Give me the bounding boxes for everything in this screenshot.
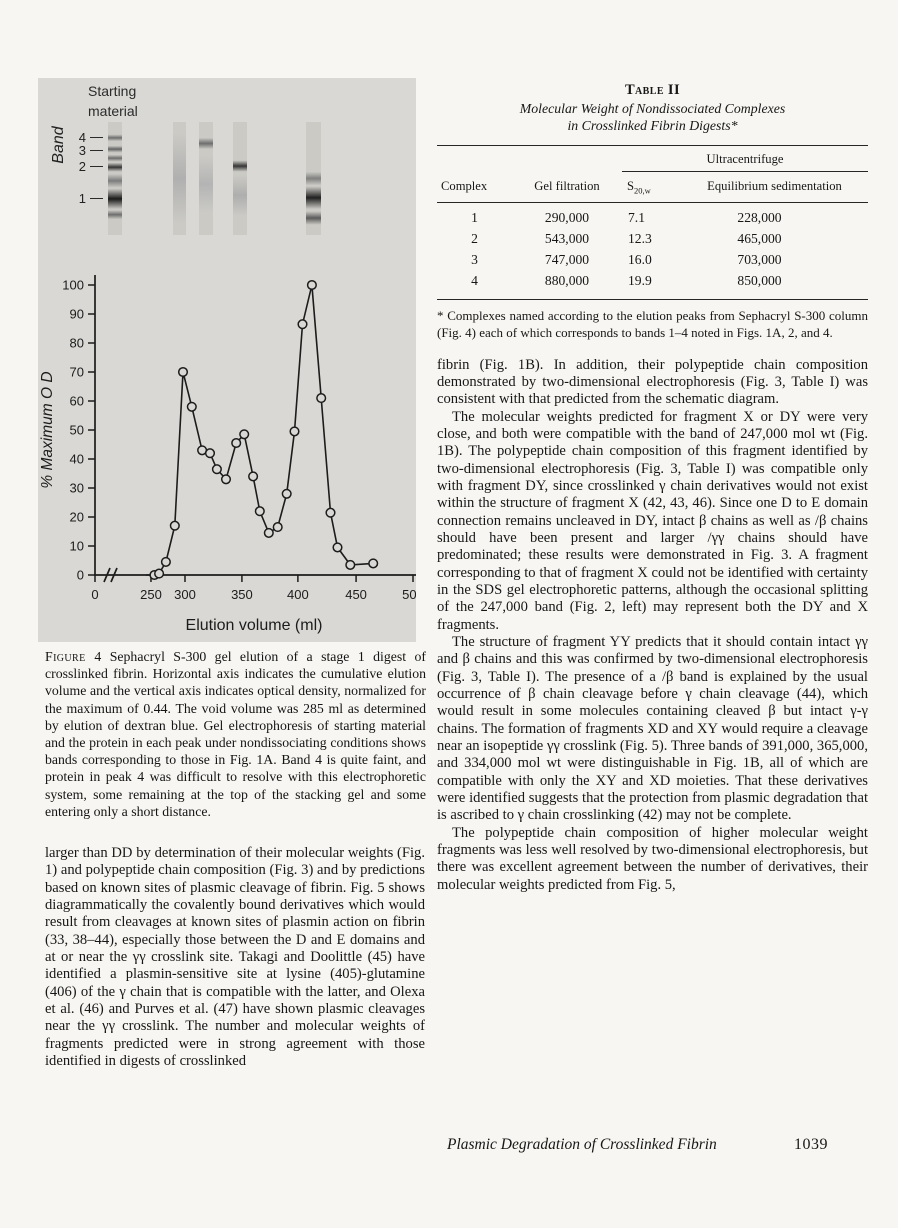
table-row: 1 290,000 7.1 228,000	[437, 208, 868, 229]
svg-text:% Maximum O D: % Maximum O D	[39, 371, 56, 488]
table-row: 2 543,000 12.3 465,000	[437, 229, 868, 250]
cell-complex: 1	[471, 210, 478, 226]
svg-text:100: 100	[62, 278, 84, 293]
table-bottom-rule	[437, 298, 868, 300]
table-row: 3 747,000 16.0 703,000	[437, 250, 868, 271]
cell-complex: 3	[471, 252, 478, 268]
lane-starting-material	[108, 122, 122, 235]
left-column-paragraph: larger than DD by determination of their…	[45, 845, 425, 1070]
band-marker-1: 1	[69, 191, 103, 206]
svg-text:0: 0	[77, 568, 84, 583]
svg-text:20: 20	[70, 510, 84, 525]
svg-text:300: 300	[174, 587, 196, 602]
col-header-complex: Complex	[441, 179, 488, 193]
svg-text:70: 70	[70, 365, 84, 380]
col-header-gel-filtration: Gel filtration	[534, 179, 600, 193]
table-title-line1: Molecular Weight of Nondissociated Compl…	[519, 101, 786, 116]
cell-gel-filtration: 880,000	[544, 273, 590, 289]
lane-peak-3	[199, 122, 213, 235]
cell-equilibrium: 703,000	[737, 252, 782, 268]
svg-text:10: 10	[70, 539, 84, 554]
right-column: Table II Molecular Weight of Nondissocia…	[437, 82, 868, 894]
table-body: 1 290,000 7.1 228,000 2 543,000 12.3 465…	[437, 203, 868, 299]
figure-caption-label: Figure 4	[45, 649, 102, 664]
band-marker-2: 2	[69, 159, 103, 174]
svg-text:Elution volume (ml): Elution volume (ml)	[186, 617, 323, 634]
cell-equilibrium: 850,000	[737, 273, 782, 289]
cell-equilibrium: 228,000	[737, 210, 782, 226]
cell-s20w: 12.3	[628, 231, 652, 247]
cell-complex: 2	[471, 231, 478, 247]
lane-peak-4	[173, 122, 186, 235]
running-title: Plasmic Degradation of Crosslinked Fibri…	[447, 1136, 717, 1153]
col-header-s20w: S20,w	[627, 179, 651, 196]
lane-peak-2	[233, 122, 247, 235]
svg-text:250: 250	[140, 587, 162, 602]
table-header-row: Complex Gel filtration S20,w Equilibrium…	[437, 172, 868, 202]
svg-text:30: 30	[70, 481, 84, 496]
svg-text:60: 60	[70, 394, 84, 409]
svg-text:450: 450	[345, 587, 367, 602]
table-2: Ultracentrifuge Complex Gel filtration S…	[437, 145, 868, 341]
body-paragraph: The polypeptide chain composition of hig…	[437, 824, 868, 893]
body-paragraph: fibrin (Fig. 1B). In addition, their pol…	[437, 356, 868, 408]
cell-equilibrium: 465,000	[737, 231, 782, 247]
svg-text:400: 400	[287, 587, 309, 602]
svg-text:500: 500	[402, 587, 416, 602]
starting-material-line2: material	[88, 102, 138, 119]
table-header-rule	[437, 201, 868, 203]
lane-peak-1	[306, 122, 321, 235]
table-group-header-row: Ultracentrifuge	[437, 146, 868, 172]
cell-complex: 4	[471, 273, 478, 289]
body-paragraph: The molecular weights predicted for frag…	[437, 408, 868, 633]
table-label: Table II	[624, 82, 680, 98]
cell-gel-filtration: 543,000	[544, 231, 590, 247]
elution-chart: 0 10 20 30 40 50 60 70 80 90 100 0 250 300 350 400 450 50…	[39, 275, 416, 634]
body-paragraph: The structure of fragment YY predicts th…	[437, 634, 868, 824]
svg-text:50: 50	[70, 423, 84, 438]
page-number: 1039	[794, 1136, 828, 1153]
table-top-rule	[437, 145, 868, 146]
band-marker-3: 3	[69, 143, 103, 158]
table-title-line2: in Crosslinked Fibrin Digests*	[567, 117, 738, 133]
cell-gel-filtration: 747,000	[544, 252, 590, 268]
col-header-equilibrium: Equilibrium sedimentation	[707, 179, 842, 193]
table-footnote: * Complexes named according to the eluti…	[437, 307, 868, 340]
figure-caption-text: Sephacryl S-300 gel elution of a stage 1…	[45, 649, 426, 819]
band-axis-label: Band	[50, 126, 67, 164]
svg-text:90: 90	[70, 307, 84, 322]
table-group-header: Ultracentrifuge	[622, 146, 868, 172]
cell-s20w: 19.9	[628, 273, 652, 289]
svg-text:40: 40	[70, 452, 84, 467]
svg-text:350: 350	[231, 587, 253, 602]
left-column: larger than DD by determination of their…	[45, 845, 425, 1070]
cell-s20w: 16.0	[628, 252, 652, 268]
page-footer: Plasmic Degradation of Crosslinked Fibri…	[447, 1136, 868, 1154]
svg-text:80: 80	[70, 336, 84, 351]
figure-caption: Figure 4 Sephacryl S-300 gel elution of a…	[45, 648, 426, 820]
band-marker-4: 4	[69, 130, 103, 145]
table-row: 4 880,000 19.9 850,000	[437, 271, 868, 292]
cell-gel-filtration: 290,000	[544, 210, 590, 226]
cell-s20w: 7.1	[628, 210, 645, 226]
svg-text:0: 0	[91, 587, 98, 602]
starting-material-line1: Starting	[88, 83, 137, 99]
starting-material-label: Starting material	[88, 82, 138, 121]
right-column-text: fibrin (Fig. 1B). In addition, their pol…	[437, 357, 868, 895]
